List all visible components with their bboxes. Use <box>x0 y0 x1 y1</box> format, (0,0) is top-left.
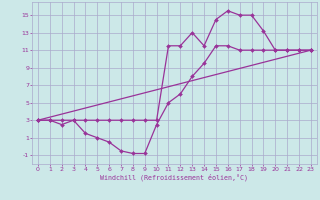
X-axis label: Windchill (Refroidissement éolien,°C): Windchill (Refroidissement éolien,°C) <box>100 173 248 181</box>
